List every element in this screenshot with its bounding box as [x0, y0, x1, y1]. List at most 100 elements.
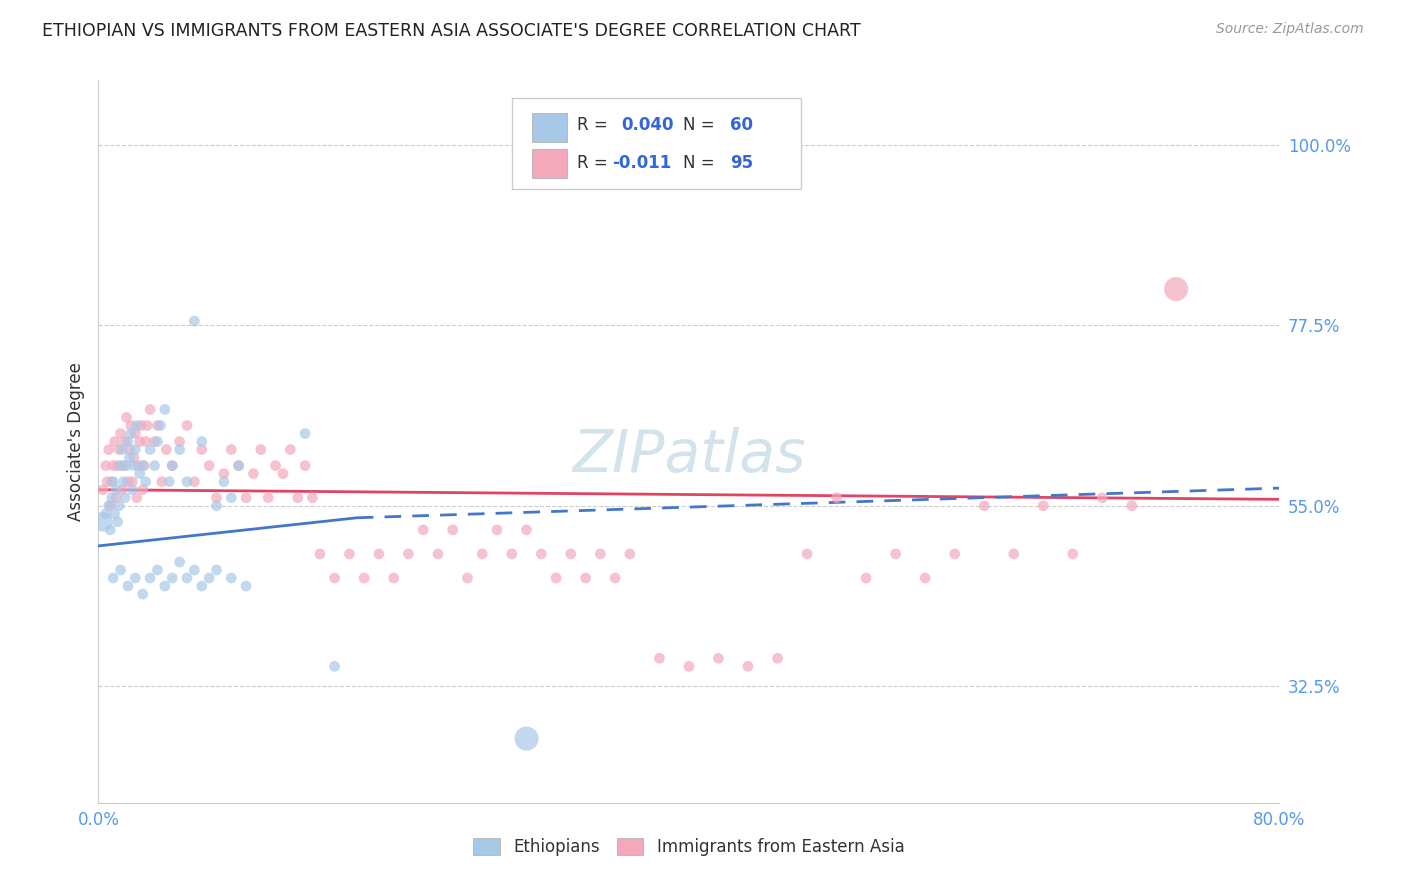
Point: [100, 491, 122, 505]
FancyBboxPatch shape: [512, 98, 801, 189]
Point: [134, 458, 156, 473]
Point: [183, 475, 205, 489]
Point: [176, 475, 198, 489]
Point: [1166, 282, 1188, 296]
Point: [120, 418, 142, 433]
Point: [264, 458, 287, 473]
Point: [619, 547, 641, 561]
Point: [110, 426, 132, 441]
Point: [105, 491, 128, 505]
Point: [135, 475, 157, 489]
Point: [825, 491, 848, 505]
Point: [110, 458, 132, 473]
Point: [162, 571, 183, 585]
Text: R =: R =: [576, 154, 613, 172]
Text: R =: R =: [576, 116, 613, 134]
Point: [146, 418, 169, 433]
Point: [198, 571, 221, 585]
Point: [162, 458, 183, 473]
Point: [117, 475, 139, 489]
Text: 0.040: 0.040: [621, 116, 673, 134]
Point: [149, 418, 172, 433]
Point: [124, 426, 146, 441]
Point: [129, 418, 152, 433]
Point: [162, 458, 183, 473]
Point: [112, 475, 135, 489]
Point: [183, 314, 205, 328]
Point: [943, 547, 966, 561]
Text: ZIPatlas: ZIPatlas: [572, 427, 806, 484]
Point: [575, 571, 598, 585]
Point: [589, 547, 612, 561]
Y-axis label: Associate's Degree: Associate's Degree: [66, 362, 84, 521]
Point: [107, 515, 129, 529]
Point: [114, 434, 136, 449]
Point: [105, 483, 128, 497]
Point: [516, 523, 538, 537]
Point: [124, 571, 146, 585]
Point: [125, 491, 148, 505]
Point: [530, 547, 553, 561]
Point: [176, 571, 198, 585]
Point: [1121, 499, 1143, 513]
Point: [280, 442, 302, 457]
Text: N =: N =: [683, 154, 720, 172]
Point: [301, 491, 323, 505]
Point: [111, 442, 134, 457]
Point: [271, 467, 294, 481]
Point: [118, 450, 141, 465]
Legend: Ethiopians, Immigrants from Eastern Asia: Ethiopians, Immigrants from Eastern Asia: [467, 831, 911, 863]
Point: [103, 475, 125, 489]
Point: [94, 507, 117, 521]
Point: [1032, 499, 1054, 513]
Bar: [531, 112, 567, 142]
Point: [110, 563, 132, 577]
Point: [323, 571, 346, 585]
Point: [457, 571, 479, 585]
Point: [471, 547, 494, 561]
Point: [98, 499, 121, 513]
Point: [242, 467, 264, 481]
Point: [146, 434, 169, 449]
Point: [339, 547, 361, 561]
Point: [221, 571, 243, 585]
Point: [97, 499, 120, 513]
Point: [191, 434, 214, 449]
Point: [153, 402, 176, 417]
Point: [235, 491, 257, 505]
Point: [427, 547, 450, 561]
Point: [486, 523, 509, 537]
Point: [605, 571, 627, 585]
Point: [678, 659, 700, 673]
Point: [127, 458, 149, 473]
Bar: [531, 149, 567, 178]
Point: [132, 458, 155, 473]
Point: [114, 491, 136, 505]
Point: [1091, 491, 1114, 505]
Text: 60: 60: [730, 116, 754, 134]
Point: [398, 547, 420, 561]
Point: [1062, 547, 1084, 561]
Point: [914, 571, 936, 585]
Point: [97, 442, 120, 457]
Point: [546, 571, 568, 585]
Point: [191, 442, 214, 457]
Point: [169, 434, 191, 449]
Text: N =: N =: [683, 116, 720, 134]
Text: Source: ZipAtlas.com: Source: ZipAtlas.com: [1216, 22, 1364, 37]
Text: 95: 95: [730, 154, 754, 172]
Point: [368, 547, 391, 561]
Point: [766, 651, 789, 665]
Point: [205, 499, 228, 513]
Point: [294, 426, 316, 441]
Point: [183, 563, 205, 577]
Point: [122, 458, 145, 473]
Point: [146, 563, 169, 577]
Point: [353, 571, 375, 585]
Point: [135, 434, 157, 449]
Point: [884, 547, 907, 561]
Point: [516, 731, 538, 746]
Point: [112, 458, 135, 473]
Point: [132, 483, 155, 497]
Point: [94, 458, 117, 473]
